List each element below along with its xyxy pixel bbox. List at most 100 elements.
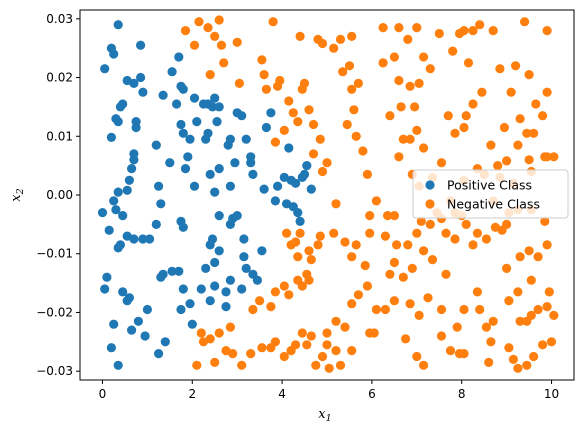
data-point bbox=[317, 166, 328, 177]
data-point bbox=[522, 360, 532, 370]
data-point bbox=[158, 90, 168, 100]
data-point bbox=[156, 199, 166, 209]
data-point bbox=[189, 40, 200, 50]
data-point bbox=[443, 111, 453, 121]
data-point bbox=[338, 67, 348, 77]
data-point bbox=[542, 87, 552, 97]
data-point bbox=[385, 111, 395, 121]
legend: Positive Class Negative Class bbox=[412, 169, 569, 219]
data-point bbox=[324, 363, 334, 373]
data-point bbox=[311, 360, 321, 370]
data-point bbox=[349, 105, 359, 115]
data-point bbox=[196, 284, 206, 294]
data-point bbox=[97, 208, 108, 218]
data-point bbox=[127, 164, 137, 174]
data-point bbox=[293, 117, 303, 127]
data-point bbox=[389, 211, 399, 221]
data-point bbox=[392, 240, 402, 250]
data-point bbox=[313, 240, 323, 250]
data-point bbox=[145, 234, 155, 244]
data-point bbox=[205, 334, 215, 344]
data-point bbox=[335, 34, 346, 45]
data-point bbox=[201, 134, 211, 144]
data-point bbox=[412, 23, 422, 33]
data-point bbox=[109, 49, 119, 59]
data-point bbox=[405, 299, 415, 309]
data-point bbox=[138, 87, 148, 97]
data-point bbox=[419, 246, 429, 256]
data-point bbox=[246, 158, 256, 168]
data-point bbox=[515, 316, 525, 326]
data-point bbox=[293, 208, 303, 218]
data-point bbox=[463, 58, 474, 68]
data-point bbox=[225, 134, 235, 144]
data-point bbox=[351, 240, 361, 250]
data-point bbox=[423, 293, 433, 303]
data-point bbox=[232, 37, 242, 47]
data-point bbox=[544, 287, 554, 297]
data-point bbox=[329, 43, 339, 53]
data-point bbox=[427, 255, 438, 265]
data-point bbox=[172, 99, 182, 109]
data-point bbox=[459, 26, 469, 36]
data-point bbox=[270, 137, 280, 147]
data-point bbox=[315, 231, 325, 241]
data-point bbox=[329, 228, 339, 238]
data-point bbox=[225, 322, 235, 332]
data-point bbox=[239, 234, 249, 244]
data-point bbox=[185, 134, 195, 144]
data-point bbox=[506, 87, 516, 97]
data-point bbox=[295, 216, 305, 226]
data-point bbox=[538, 340, 548, 350]
legend-label: Positive Class bbox=[447, 178, 532, 193]
data-point bbox=[158, 269, 168, 279]
data-point bbox=[434, 28, 444, 39]
data-point bbox=[347, 252, 357, 262]
data-point bbox=[273, 181, 283, 191]
data-point bbox=[214, 328, 224, 338]
data-point bbox=[441, 269, 451, 279]
data-point bbox=[185, 299, 195, 309]
data-point bbox=[221, 346, 231, 356]
data-point bbox=[459, 304, 469, 315]
data-point bbox=[266, 343, 276, 353]
data-point bbox=[540, 216, 550, 226]
data-point bbox=[347, 84, 357, 94]
data-point bbox=[122, 185, 132, 195]
data-point bbox=[106, 132, 116, 142]
data-point bbox=[295, 31, 305, 41]
data-point bbox=[414, 310, 424, 320]
data-point bbox=[183, 152, 193, 162]
data-point bbox=[279, 281, 289, 291]
data-point bbox=[255, 296, 265, 306]
data-point bbox=[419, 360, 429, 370]
y-tick-label: 0.00 bbox=[46, 188, 73, 202]
data-point bbox=[165, 158, 175, 168]
data-point bbox=[248, 304, 258, 315]
data-point bbox=[304, 275, 314, 285]
data-point bbox=[502, 263, 512, 273]
data-point bbox=[459, 349, 469, 359]
data-point bbox=[526, 275, 536, 285]
data-point bbox=[205, 169, 215, 179]
data-point bbox=[133, 316, 143, 326]
data-point bbox=[275, 75, 285, 86]
data-point bbox=[279, 351, 289, 362]
data-point bbox=[510, 61, 521, 71]
data-point bbox=[257, 55, 267, 65]
data-point bbox=[127, 325, 137, 335]
data-point bbox=[270, 287, 280, 297]
data-point bbox=[189, 181, 200, 191]
data-point bbox=[412, 351, 422, 362]
data-point bbox=[493, 161, 503, 171]
data-point bbox=[322, 340, 332, 350]
data-point bbox=[160, 337, 170, 347]
data-point bbox=[142, 304, 152, 315]
data-point bbox=[266, 302, 276, 312]
data-point bbox=[210, 93, 220, 103]
data-point bbox=[291, 237, 301, 247]
y-tick-label: 0.02 bbox=[46, 71, 73, 85]
data-point bbox=[304, 246, 314, 256]
x-tick-label: 0 bbox=[99, 387, 107, 401]
data-point bbox=[385, 269, 395, 279]
